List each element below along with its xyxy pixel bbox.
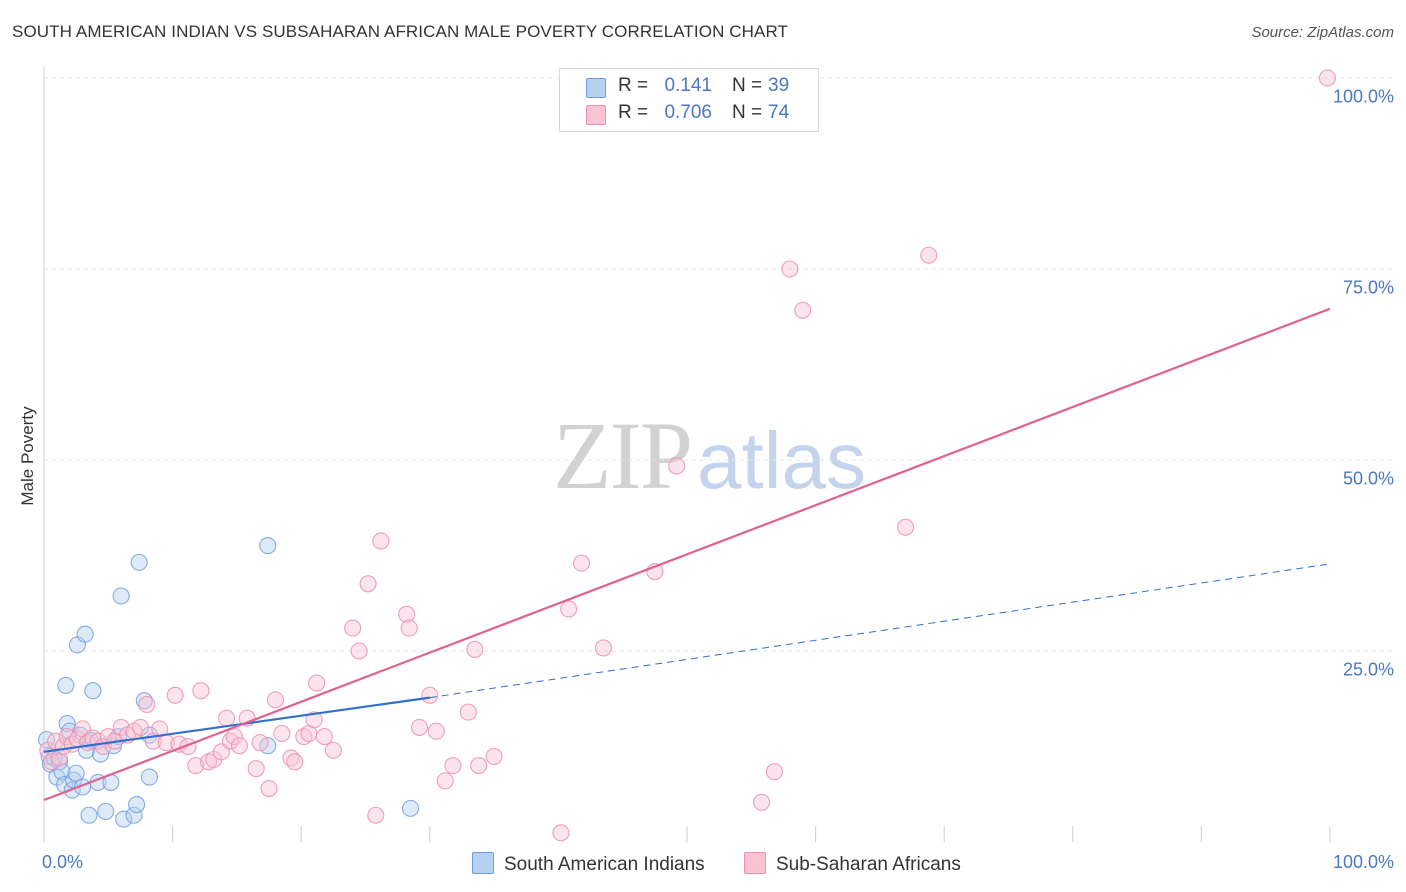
n-value: 39 xyxy=(768,75,790,96)
data-point xyxy=(192,682,210,700)
data-point xyxy=(273,724,291,743)
data-point xyxy=(920,246,938,264)
data-point xyxy=(552,824,570,842)
r-value: 0.141 xyxy=(664,75,712,96)
data-point xyxy=(344,619,362,637)
data-point xyxy=(112,587,130,605)
data-point xyxy=(572,554,591,572)
legend-label: South American Indians xyxy=(504,854,705,875)
data-point xyxy=(444,757,462,775)
data-point xyxy=(97,802,115,820)
data-point xyxy=(400,619,418,637)
data-point xyxy=(459,703,477,721)
data-point xyxy=(308,674,326,692)
data-point xyxy=(560,600,578,618)
y-tick-label: 100.0% xyxy=(1332,86,1394,107)
data-point xyxy=(765,763,783,781)
data-point xyxy=(247,760,265,778)
data-point xyxy=(260,779,278,798)
data-point xyxy=(410,718,429,736)
x-tick-max: 100.0% xyxy=(1332,852,1394,872)
data-point xyxy=(1318,69,1336,87)
data-point xyxy=(57,676,75,694)
stats-swatch-pink xyxy=(586,105,606,125)
data-point xyxy=(485,747,503,765)
data-point xyxy=(43,753,61,771)
data-point xyxy=(436,772,454,790)
data-point xyxy=(187,757,205,775)
data-point xyxy=(230,737,249,755)
data-point xyxy=(140,768,159,786)
n-label: N = xyxy=(732,102,763,123)
data-point xyxy=(251,734,269,752)
r-label: R = xyxy=(618,102,649,123)
data-point xyxy=(218,709,236,727)
points-layer xyxy=(38,69,1336,842)
data-point xyxy=(151,720,169,738)
data-point xyxy=(125,806,143,824)
n-label: N = xyxy=(732,75,763,96)
grid-layer xyxy=(44,77,1394,652)
data-point xyxy=(897,518,915,536)
data-point xyxy=(781,260,799,278)
data-point xyxy=(668,457,686,475)
data-point xyxy=(130,553,148,571)
data-point xyxy=(401,799,420,817)
source-label: Source: ZipAtlas.com xyxy=(1251,24,1394,41)
data-point xyxy=(470,757,488,775)
data-point xyxy=(166,686,184,704)
data-point xyxy=(753,793,771,811)
trend-line-dashed xyxy=(429,563,1331,699)
axis-layer xyxy=(43,66,1331,842)
data-point xyxy=(295,728,313,746)
y-tick-label: 50.0% xyxy=(1342,468,1394,489)
data-point xyxy=(398,605,416,623)
data-point xyxy=(350,642,368,660)
data-point xyxy=(315,728,333,746)
data-point xyxy=(305,711,323,729)
data-point xyxy=(359,575,377,593)
n-value: 74 xyxy=(768,102,790,123)
data-point xyxy=(466,640,484,659)
trend-line xyxy=(43,307,1331,802)
data-point xyxy=(324,741,342,759)
data-point xyxy=(128,796,146,814)
y-tick-label: 75.0% xyxy=(1342,277,1394,298)
correlation-stats-box: R = 0.141 N = 39 R = 0.706 N = 74 xyxy=(559,68,819,132)
legend-label: Sub-Saharan Africans xyxy=(776,854,961,875)
trend-layer xyxy=(43,307,1331,802)
data-point xyxy=(794,301,812,319)
data-point xyxy=(421,686,439,704)
legend-item-south-american-indians[interactable]: South American Indians xyxy=(472,852,705,876)
r-value: 0.706 xyxy=(664,102,712,123)
data-point xyxy=(53,763,71,781)
legend-item-sub-saharan-africans[interactable]: Sub-Saharan Africans xyxy=(744,852,961,876)
data-point xyxy=(286,753,304,771)
data-point xyxy=(427,722,445,740)
chart-title: SOUTH AMERICAN INDIAN VS SUBSAHARAN AFRI… xyxy=(12,22,789,41)
data-point xyxy=(115,810,133,828)
y-tick-label: 25.0% xyxy=(1342,659,1394,680)
data-point xyxy=(266,691,285,709)
trend-line xyxy=(43,696,430,753)
data-point xyxy=(594,639,612,657)
data-point xyxy=(80,806,98,824)
legend-swatch-pink xyxy=(744,852,766,874)
stats-swatch-blue xyxy=(586,78,606,98)
data-point xyxy=(84,682,102,700)
data-point xyxy=(259,537,277,555)
x-tick-min: 0.0% xyxy=(42,852,84,872)
data-point xyxy=(76,625,94,643)
data-point xyxy=(131,718,149,736)
data-point xyxy=(372,532,390,550)
legend-swatch-blue xyxy=(472,852,494,874)
r-label: R = xyxy=(618,75,649,96)
data-point xyxy=(138,695,156,714)
data-point xyxy=(367,806,385,824)
data-point xyxy=(67,764,85,782)
data-point xyxy=(225,728,243,746)
